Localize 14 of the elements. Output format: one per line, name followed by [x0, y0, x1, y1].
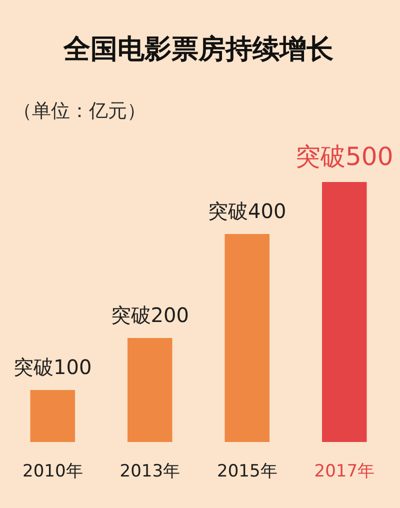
chart-title: 全国电影票房持续增长 — [62, 34, 334, 65]
x-tick-label: 2013年 — [120, 462, 180, 482]
bar — [224, 234, 270, 442]
chart-subtitle: （单位：亿元） — [13, 100, 146, 122]
bar — [128, 338, 172, 442]
data-label: 突破500 — [296, 142, 394, 171]
x-tick-label: 2010年 — [22, 462, 83, 482]
x-tick-label: 2015年 — [216, 462, 278, 482]
data-label: 突破200 — [110, 303, 189, 327]
data-label: 突破400 — [208, 199, 286, 223]
x-tick-label: 2017年 — [314, 462, 375, 482]
bar — [30, 390, 75, 442]
data-label: 突破100 — [14, 355, 92, 379]
bar — [322, 182, 367, 442]
